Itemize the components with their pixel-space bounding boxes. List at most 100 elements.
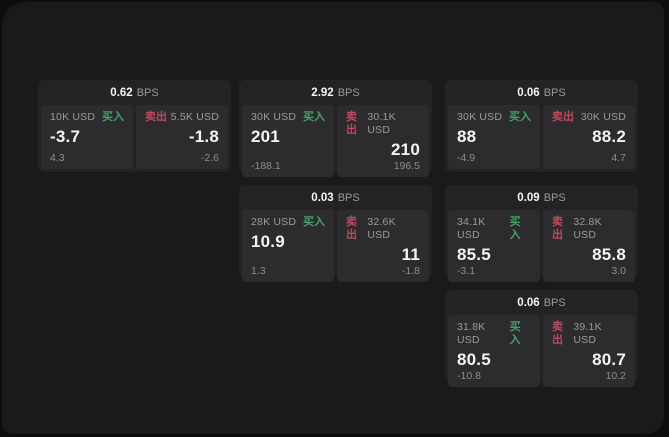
sell-cell-header: 卖出 39.1K USD <box>552 321 626 347</box>
buy-notional: 34.1K USD <box>457 216 486 241</box>
card-header: 0.03 BPS <box>239 185 432 210</box>
sell-price: 11 <box>401 245 420 264</box>
buy-delta: -4.9 <box>457 152 476 164</box>
sell-side-label: 卖出 <box>552 111 574 123</box>
buy-delta: -3.1 <box>457 265 476 277</box>
bps-unit-label: BPS <box>543 191 566 204</box>
buy-notional: 31.8K USD <box>457 321 486 346</box>
sell-cell-header: 卖出 32.8K USD <box>552 216 626 242</box>
sell-side-label: 卖出 <box>552 321 563 346</box>
card-body: 30K USD 买入 88 -4.9 卖出 30K USD 88.2 4.7 <box>445 105 638 172</box>
card-header: 0.06 BPS <box>445 290 638 315</box>
sell-notional: 32.8K USD <box>573 216 602 241</box>
buy-cell[interactable]: 10K USD 买入 -3.7 4.3 <box>41 105 133 169</box>
sell-delta: 196.5 <box>393 160 420 172</box>
sell-price: -1.8 <box>188 127 219 146</box>
card-body: 10K USD 买入 -3.7 4.3 卖出 5.5K USD -1.8 -2.… <box>38 105 231 172</box>
buy-side-label: 买入 <box>303 111 325 123</box>
sell-notional: 30.1K USD <box>367 111 396 136</box>
buy-price: -3.7 <box>50 127 81 146</box>
buy-notional: 30K USD <box>457 111 503 123</box>
card-body: 31.8K USD 买入 80.5 -10.8 卖出 39.1K USD 80.… <box>445 315 638 390</box>
buy-cell-header: 34.1K USD 买入 <box>457 216 531 242</box>
buy-cell[interactable]: 30K USD 买入 88 -4.9 <box>448 105 540 169</box>
card-body: 28K USD 买入 10.9 1.3 卖出 32.6K USD 11 -1.8 <box>239 210 432 285</box>
sell-price: 88.2 <box>592 127 626 146</box>
buy-price: 201 <box>251 127 280 146</box>
buy-cell[interactable]: 28K USD 买入 10.9 1.3 <box>242 210 334 282</box>
buy-notional: 28K USD <box>251 216 297 228</box>
sell-side-label: 卖出 <box>145 111 167 123</box>
buy-side-label: 买入 <box>509 111 531 123</box>
bps-value: 0.62 <box>110 86 133 99</box>
buy-cell[interactable]: 30K USD 买入 201 -188.1 <box>242 105 334 177</box>
sell-cell-header: 卖出 32.6K USD <box>346 216 420 242</box>
buy-cell[interactable]: 31.8K USD 买入 80.5 -10.8 <box>448 315 540 387</box>
bps-value: 2.92 <box>311 86 334 99</box>
bps-unit-label: BPS <box>136 86 159 99</box>
bps-unit-label: BPS <box>543 296 566 309</box>
buy-delta: 4.3 <box>50 152 65 164</box>
card-header: 0.62 BPS <box>38 80 231 105</box>
sell-cell[interactable]: 卖出 30.1K USD 210 196.5 <box>337 105 429 177</box>
sell-side-label: 卖出 <box>346 111 357 136</box>
card-header: 0.06 BPS <box>445 80 638 105</box>
sell-delta: 4.7 <box>611 152 626 164</box>
buy-delta: -10.8 <box>457 370 481 382</box>
card-body: 34.1K USD 买入 85.5 -3.1 卖出 32.8K USD 85.8… <box>445 210 638 285</box>
buy-notional: 30K USD <box>251 111 297 123</box>
bps-unit-label: BPS <box>337 86 360 99</box>
sell-notional: 39.1K USD <box>573 321 602 346</box>
bps-value: 0.03 <box>311 191 334 204</box>
buy-price: 85.5 <box>457 245 491 264</box>
sell-side-label: 卖出 <box>552 216 563 241</box>
sell-price: 210 <box>391 140 420 159</box>
sell-cell[interactable]: 卖出 5.5K USD -1.8 -2.6 <box>136 105 228 169</box>
sell-delta: 3.0 <box>611 265 626 277</box>
bps-unit-label: BPS <box>337 191 360 204</box>
sell-notional: 32.6K USD <box>367 216 396 241</box>
quote-card[interactable]: 0.09 BPS 34.1K USD 买入 85.5 -3.1 卖出 32.8K… <box>445 185 638 282</box>
card-header: 0.09 BPS <box>445 185 638 210</box>
buy-price: 80.5 <box>457 350 491 369</box>
sell-delta: 10.2 <box>605 370 626 382</box>
quote-card[interactable]: 0.06 BPS 30K USD 买入 88 -4.9 卖出 30K USD 8… <box>445 80 638 172</box>
card-header: 2.92 BPS <box>239 80 432 105</box>
quote-card[interactable]: 0.62 BPS 10K USD 买入 -3.7 4.3 卖出 5.5K USD… <box>38 80 231 172</box>
sell-notional: 5.5K USD <box>170 111 219 123</box>
buy-cell-header: 31.8K USD 买入 <box>457 321 531 347</box>
sell-side-label: 卖出 <box>346 216 357 241</box>
sell-notional: 30K USD <box>580 111 626 123</box>
buy-notional: 10K USD <box>50 111 96 123</box>
sell-cell[interactable]: 卖出 32.8K USD 85.8 3.0 <box>543 210 635 282</box>
buy-side-label: 买入 <box>303 216 325 228</box>
sell-cell-header: 卖出 30.1K USD <box>346 111 420 137</box>
bps-unit-label: BPS <box>543 86 566 99</box>
buy-cell-header: 30K USD 买入 <box>457 111 531 124</box>
bps-value: 0.06 <box>517 86 540 99</box>
sell-delta: -1.8 <box>401 265 420 277</box>
sell-delta: -2.6 <box>200 152 219 164</box>
card-body: 30K USD 买入 201 -188.1 卖出 30.1K USD 210 1… <box>239 105 432 180</box>
buy-side-label: 买入 <box>509 216 521 241</box>
quote-card[interactable]: 0.03 BPS 28K USD 买入 10.9 1.3 卖出 32.6K US… <box>239 185 432 282</box>
buy-price: 88 <box>457 127 477 146</box>
buy-cell-header: 28K USD 买入 <box>251 216 325 229</box>
buy-cell-header: 10K USD 买入 <box>50 111 124 124</box>
sell-cell[interactable]: 卖出 32.6K USD 11 -1.8 <box>337 210 429 282</box>
buy-side-label: 买入 <box>102 111 124 123</box>
buy-cell-header: 30K USD 买入 <box>251 111 325 124</box>
buy-delta: -188.1 <box>251 160 281 172</box>
sell-cell[interactable]: 卖出 39.1K USD 80.7 10.2 <box>543 315 635 387</box>
buy-delta: 1.3 <box>251 265 266 277</box>
buy-price: 10.9 <box>251 232 285 251</box>
quote-card[interactable]: 0.06 BPS 31.8K USD 买入 80.5 -10.8 卖出 39.1… <box>445 290 638 387</box>
buy-side-label: 买入 <box>509 321 521 346</box>
quote-card[interactable]: 2.92 BPS 30K USD 买入 201 -188.1 卖出 30.1K … <box>239 80 432 177</box>
sell-cell[interactable]: 卖出 30K USD 88.2 4.7 <box>543 105 635 169</box>
quotes-panel: 0.62 BPS 10K USD 买入 -3.7 4.3 卖出 5.5K USD… <box>2 2 664 434</box>
bps-value: 0.09 <box>517 191 540 204</box>
buy-cell[interactable]: 34.1K USD 买入 85.5 -3.1 <box>448 210 540 282</box>
sell-price: 85.8 <box>592 245 626 264</box>
